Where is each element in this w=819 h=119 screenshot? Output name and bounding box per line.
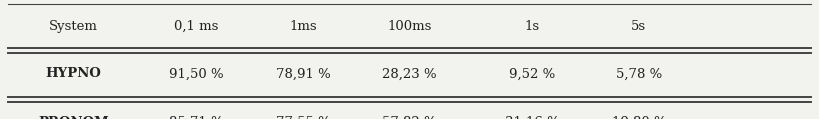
Text: 77,55 %: 77,55 % (276, 116, 330, 119)
Text: 78,91 %: 78,91 % (276, 67, 330, 80)
Text: 85,71 %: 85,71 % (170, 116, 224, 119)
Text: HYPNO: HYPNO (46, 67, 102, 80)
Text: 0,1 ms: 0,1 ms (174, 20, 219, 33)
Text: System: System (49, 20, 98, 33)
Text: 19,80 %: 19,80 % (612, 116, 666, 119)
Text: 91,50 %: 91,50 % (170, 67, 224, 80)
Text: 1s: 1s (525, 20, 540, 33)
Text: 31,16 %: 31,16 % (505, 116, 559, 119)
Text: 28,23 %: 28,23 % (382, 67, 437, 80)
Text: PRONOM: PRONOM (38, 116, 109, 119)
Text: 5s: 5s (631, 20, 646, 33)
Text: 5,78 %: 5,78 % (616, 67, 662, 80)
Text: 1ms: 1ms (289, 20, 317, 33)
Text: 100ms: 100ms (387, 20, 432, 33)
Text: 57,82 %: 57,82 % (382, 116, 437, 119)
Text: 9,52 %: 9,52 % (509, 67, 555, 80)
